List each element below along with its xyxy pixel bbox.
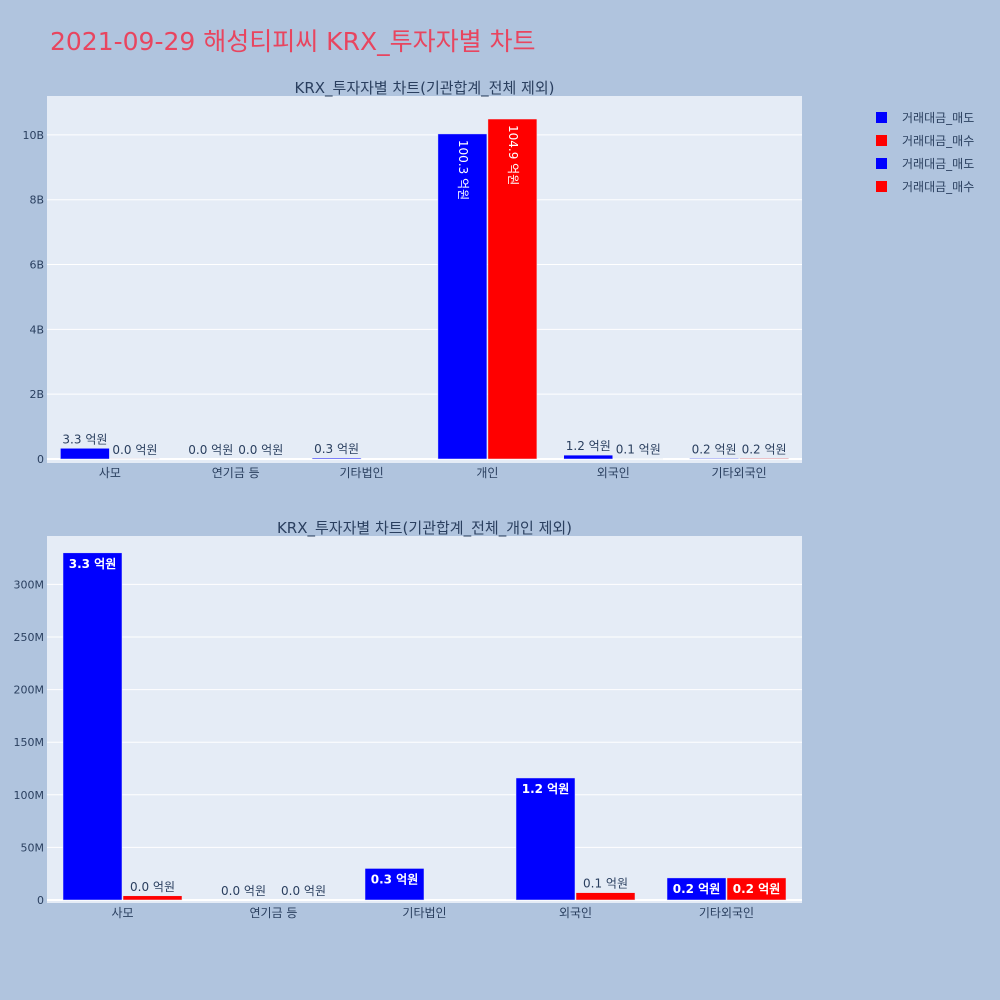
data-label: 104.9 억원 bbox=[506, 125, 520, 185]
data-label: 0.2 억원 bbox=[742, 442, 787, 456]
data-label: 3.3 억원 bbox=[69, 557, 117, 571]
x-tick-label: 기타법인 bbox=[402, 906, 446, 920]
x-tick-label: 기타외국인 bbox=[711, 466, 766, 480]
legend-item[interactable]: 거래대금_매도 bbox=[876, 152, 974, 175]
data-label: 1.2 억원 bbox=[522, 782, 570, 796]
data-label: 0.0 억원 bbox=[281, 884, 326, 898]
bar bbox=[739, 458, 789, 460]
x-tick-label: 사모 bbox=[99, 466, 121, 480]
legend-swatch bbox=[876, 158, 887, 169]
data-label: 0.3 억원 bbox=[314, 442, 359, 456]
data-label: 0.1 억원 bbox=[616, 443, 661, 457]
y-tick-label: 200M bbox=[14, 684, 45, 697]
bar bbox=[364, 868, 425, 901]
y-tick-label: 50M bbox=[21, 841, 45, 854]
y-tick-label: 100M bbox=[14, 789, 45, 802]
y-tick-label: 0 bbox=[37, 453, 44, 466]
x-tick-label: 외국인 bbox=[597, 466, 630, 480]
data-label: 0.2 억원 bbox=[692, 442, 737, 456]
x-tick-label: 외국인 bbox=[559, 906, 592, 920]
bar bbox=[311, 457, 362, 460]
x-tick-label: 기타법인 bbox=[339, 466, 383, 480]
bar bbox=[666, 877, 727, 901]
legend-item[interactable]: 거래대금_매수 bbox=[876, 129, 974, 152]
data-label: 100.3 억원 bbox=[456, 140, 470, 200]
data-label: 3.3 억원 bbox=[62, 432, 107, 446]
data-label: 1.2 억원 bbox=[566, 439, 611, 453]
data-label: 0.3 억원 bbox=[371, 872, 419, 886]
legend-label: 거래대금_매수 bbox=[902, 180, 975, 194]
plot-area bbox=[47, 536, 802, 903]
y-tick-label: 8B bbox=[29, 194, 44, 207]
y-tick-label: 300M bbox=[14, 578, 45, 591]
data-label: 0.2 억원 bbox=[673, 882, 721, 896]
y-tick-label: 2B bbox=[29, 388, 44, 401]
legend-label: 거래대금_매도 bbox=[902, 157, 975, 171]
bar bbox=[689, 458, 739, 460]
x-tick-label: 개인 bbox=[476, 466, 498, 480]
y-tick-label: 6B bbox=[29, 259, 44, 272]
bar bbox=[62, 552, 123, 901]
bar bbox=[487, 118, 538, 460]
x-tick-label: 사모 bbox=[111, 906, 133, 920]
bar bbox=[726, 877, 787, 901]
legend-swatch bbox=[876, 181, 887, 192]
page-title: 2021-09-29 해성티피씨 KRX_투자자별 차트 bbox=[50, 27, 536, 56]
bar bbox=[515, 777, 576, 901]
bar bbox=[60, 448, 110, 460]
legend[interactable]: 거래대금_매도 거래대금_매수 거래대금_매도 거래대금_매수 bbox=[876, 106, 974, 198]
plot-area bbox=[47, 96, 802, 463]
legend-item[interactable]: 거래대금_매수 bbox=[876, 175, 974, 198]
x-tick-label: 연기금 등 bbox=[212, 466, 260, 480]
legend-label: 거래대금_매도 bbox=[902, 111, 975, 125]
y-tick-label: 10B bbox=[22, 129, 44, 142]
chart-1: 0 2B 4B 6B 8B 10B KRX_투자자별 차트(기관합계_전체 제외) 사모 3.3… bbox=[22, 79, 802, 480]
x-tick-label: 기타외국인 bbox=[699, 906, 754, 920]
bar bbox=[563, 454, 613, 460]
legend-label: 거래대금_매수 bbox=[902, 134, 975, 148]
y-tick-label: 4B bbox=[29, 323, 44, 336]
legend-swatch bbox=[876, 112, 887, 123]
bar bbox=[437, 133, 488, 460]
data-label: 0.0 억원 bbox=[130, 880, 175, 894]
data-label: 0.1 억원 bbox=[583, 877, 628, 891]
y-tick-label: 0 bbox=[37, 894, 44, 907]
data-label: 0.0 억원 bbox=[238, 443, 283, 457]
data-label: 0.0 억원 bbox=[221, 884, 266, 898]
bar bbox=[575, 892, 636, 901]
bar bbox=[122, 895, 183, 901]
chart-2: 0 50M 100M 150M 200M 250M 300M KRX_투자자별 차트(기관합계… bbox=[14, 519, 802, 920]
chart-title: KRX_투자자별 차트(기관합계_전체_개인 제외) bbox=[277, 519, 572, 538]
data-label: 0.0 억원 bbox=[188, 443, 233, 457]
data-label: 0.2 억원 bbox=[733, 882, 781, 896]
chart-title: KRX_투자자별 차트(기관합계_전체 제외) bbox=[295, 79, 555, 98]
legend-item[interactable]: 거래대금_매도 bbox=[876, 106, 974, 129]
legend-swatch bbox=[876, 135, 887, 146]
y-tick-label: 150M bbox=[14, 736, 45, 749]
data-label: 0.0 억원 bbox=[112, 443, 157, 457]
y-tick-label: 250M bbox=[14, 631, 45, 644]
x-tick-label: 연기금 등 bbox=[250, 906, 298, 920]
